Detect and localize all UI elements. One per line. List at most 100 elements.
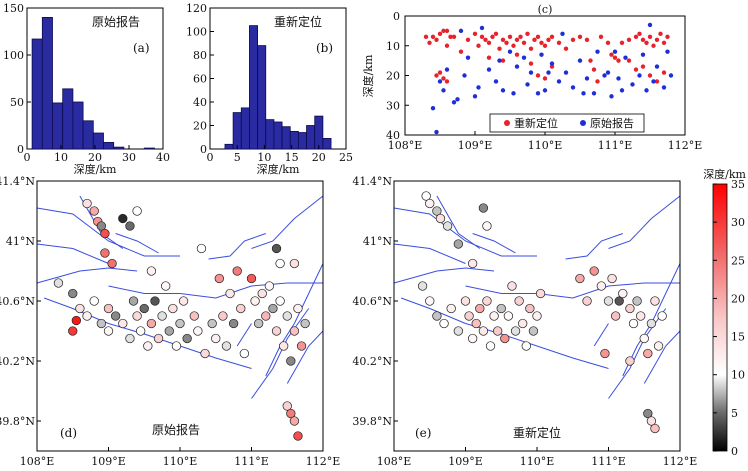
relocated-event-point <box>637 31 642 37</box>
epicenter-marker <box>246 273 257 284</box>
epicenter-marker <box>146 318 157 329</box>
fault-line <box>393 243 466 264</box>
y-tick-label: 80 <box>193 49 207 62</box>
relocated-event-point <box>507 34 513 40</box>
relocated-event-point <box>577 34 583 40</box>
fault-line <box>251 308 310 399</box>
colorbar-tick-label: 5 <box>731 407 738 420</box>
y-tick-label: 100 <box>186 26 207 39</box>
y-tick-label: 41.4°N <box>0 175 35 188</box>
relocated-event-point <box>444 43 450 48</box>
epicenter-marker <box>582 296 592 306</box>
relocated-event-point <box>497 46 502 51</box>
original-event-point <box>584 76 590 81</box>
fault-line <box>265 263 324 377</box>
epicenter-marker <box>468 258 478 269</box>
x-tick-label: 112°E <box>306 455 341 468</box>
x-tick-label: 108°E <box>388 139 423 152</box>
epicenter-marker <box>286 356 296 366</box>
original-event-point <box>661 85 667 90</box>
x-tick-label: 108°E <box>20 455 55 468</box>
relocated-event-point <box>616 58 621 63</box>
original-event-point <box>472 94 478 99</box>
original-event-point <box>479 25 485 31</box>
panel-d-title: 原始报告 <box>152 422 200 437</box>
original-event-point <box>623 55 628 60</box>
epicenter-marker <box>257 288 267 299</box>
histogram-bar <box>273 121 283 150</box>
fault-line <box>236 323 252 347</box>
y-tick-label: 10 <box>386 40 400 53</box>
epicenter-marker <box>646 416 657 426</box>
original-event-point <box>444 67 450 72</box>
relocated-event-point <box>644 40 649 45</box>
relocated-event-point <box>441 76 446 81</box>
original-event-point <box>507 49 513 54</box>
x-tick-label: 10 <box>257 151 271 164</box>
epicenter-marker <box>596 281 606 291</box>
fault-line <box>436 195 481 249</box>
original-event-point <box>647 22 653 28</box>
epicenter-marker <box>118 318 128 329</box>
panel-e-title: 重新定位 <box>513 425 561 440</box>
epicenter-marker <box>150 296 160 306</box>
epicenter-marker <box>118 213 128 224</box>
relocated-event-point <box>535 73 541 78</box>
y-tick-label: 40.2°N <box>352 355 392 368</box>
epicenter-marker <box>575 273 585 284</box>
epicenter-marker <box>214 273 224 284</box>
relocated-event-point <box>647 73 653 78</box>
epicenter-marker <box>471 318 481 329</box>
epicenter-marker <box>264 281 275 291</box>
legend-label-relocated: 重新定位 <box>514 116 558 130</box>
x-tick-label: 110°E <box>528 139 563 152</box>
y-tick-label: 40 <box>193 96 207 109</box>
original-event-point <box>451 100 457 105</box>
epicenter-marker <box>485 341 496 351</box>
relocated-event-point <box>633 67 639 72</box>
epicenter-marker <box>250 296 260 306</box>
epicenter-marker <box>625 356 635 366</box>
relocated-event-point <box>651 43 656 48</box>
epicenter-marker <box>489 311 499 321</box>
epicenter-marker <box>218 311 228 321</box>
epicenter-marker <box>500 333 510 344</box>
original-event-point <box>539 52 544 57</box>
relocated-event-point <box>546 37 551 42</box>
x-tick-label: 5 <box>234 151 241 164</box>
y-tick-label: 120 <box>186 2 207 15</box>
x-tick-label: 15 <box>285 151 299 164</box>
relocated-event-point <box>476 43 481 48</box>
histogram-bar <box>92 132 104 150</box>
x-tick-label: 10 <box>54 151 68 164</box>
epicenter-marker <box>268 303 278 314</box>
y-tick-label: 41°N <box>363 235 392 248</box>
relocated-event-point <box>458 49 464 54</box>
relocated-event-point <box>434 37 439 42</box>
original-event-point <box>521 55 527 60</box>
panel-b-xlabel: 深度/km <box>257 162 300 176</box>
relocated-event-point <box>444 28 450 34</box>
x-tick-label: 111°E <box>234 455 269 468</box>
epicenter-marker <box>611 311 621 321</box>
fault-line <box>43 297 252 369</box>
relocated-event-point <box>612 55 618 60</box>
epicenter-marker <box>82 311 92 321</box>
x-tick-label: 110°E <box>520 455 555 468</box>
relocated-event-point <box>448 34 453 40</box>
epicenter-marker <box>468 333 478 344</box>
epicenter-marker <box>300 318 310 329</box>
epicenter-marker <box>643 348 653 359</box>
panel-b-letter: (b) <box>316 41 333 55</box>
histogram-bar <box>103 142 115 150</box>
epicenter-marker <box>532 311 542 321</box>
histogram-bar <box>82 120 94 150</box>
original-event-point <box>546 70 551 75</box>
colorbar-tick-label: 15 <box>731 331 745 344</box>
original-event-point <box>500 88 506 93</box>
epicenter-marker <box>496 303 506 314</box>
epicenter-marker <box>518 318 528 329</box>
epicenter-marker <box>282 401 292 411</box>
relocated-event-point <box>525 31 530 37</box>
